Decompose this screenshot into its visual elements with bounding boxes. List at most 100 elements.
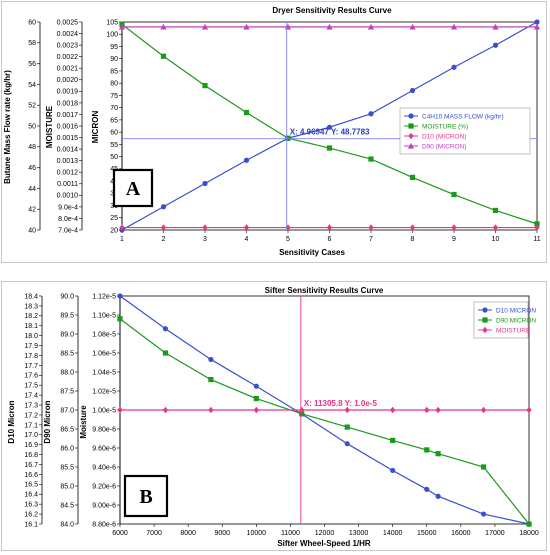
sifter-series-2-point — [390, 437, 396, 443]
sifter-y-tick-label: 89.0 — [60, 331, 74, 338]
dryer-y-tick-label: 52 — [28, 103, 36, 110]
dryer-y-tick-label: 25 — [110, 215, 118, 222]
dryer-y-tick-label: 40 — [28, 227, 36, 234]
dryer-series-2-point — [451, 191, 457, 198]
dryer-crosshair-readout: X: 4.96947 Y: 48.7783 — [290, 128, 370, 137]
sifter-y-label-moisture: Moisture — [79, 405, 88, 439]
dryer-series-2-point — [160, 53, 167, 59]
dryer-y-tick-label: 0.0024 — [57, 31, 79, 38]
sifter-x-tick-label: 11000 — [281, 530, 300, 537]
sifter-legend-swatch-marker — [482, 307, 488, 313]
dryer-y-tick-label: 0.0016 — [57, 123, 79, 130]
dryer-y-tick-label: 0.0011 — [57, 181, 78, 188]
dryer-y-tick-label: 105 — [106, 19, 118, 26]
dryer-x-tick-label: 10 — [492, 236, 500, 243]
sifter-y-tick-label: 18.4 — [24, 293, 38, 300]
dryer-series-2-point — [243, 109, 250, 116]
dryer-series-2-point — [492, 207, 499, 214]
dryer-y-tick-label: 60 — [28, 19, 36, 26]
dryer-y-tick-label: 95 — [110, 44, 118, 51]
dryer-series-4-point — [492, 23, 499, 30]
sifter-series-2-point — [480, 464, 487, 470]
sifter-series-1-point — [480, 511, 487, 517]
sifter-x-tick-label: 14000 — [383, 530, 403, 537]
sifter-series-1-point — [435, 493, 441, 499]
sifter-series-1-point — [162, 326, 169, 332]
sifter-series-1-point — [344, 441, 350, 447]
dryer-y-label-micron: MICRON — [91, 111, 100, 144]
dryer-legend-swatch-marker — [407, 142, 415, 149]
dryer-y-tick-label: 100 — [106, 32, 118, 39]
sifter-y-tick-label: 17.5 — [24, 383, 38, 390]
dryer-y-tick-label: 50 — [28, 123, 36, 130]
sifter-x-tick-label: 10000 — [247, 530, 267, 537]
dryer-y-tick-label: 54 — [28, 82, 36, 89]
dryer-legend-entry-1: C4H10 MASS FLOW (kg/hr) — [422, 113, 504, 120]
sifter-legend-swatch-marker — [482, 326, 488, 334]
dryer-series-1-point — [243, 157, 250, 163]
sifter-y-tick-label: 1.08e-5 — [92, 331, 116, 338]
sifter-y-tick-label: 17.8 — [24, 353, 38, 360]
dryer-y-tick-label: 0.0020 — [57, 77, 79, 84]
sifter-crosshair-readout: X: 11305.8 Y: 1.0e-5 — [304, 399, 378, 408]
dryer-legend-box — [399, 107, 531, 155]
sifter-x-tick-label: 18000 — [519, 530, 539, 537]
dryer-y-tick-label: 75 — [110, 93, 118, 100]
sifter-y-tick-label: 87.0 — [60, 407, 74, 414]
dryer-y-tick-label: 0.0022 — [57, 54, 79, 61]
dryer-y-tick-label: 0.0021 — [57, 66, 79, 73]
sifter-series-2-point — [424, 447, 430, 453]
sifter-y-tick-label: 1.10e-5 — [92, 312, 116, 319]
dryer-series-1-point — [326, 124, 333, 130]
sifter-x-tick-label: 13000 — [349, 530, 369, 537]
sifter-x-tick-label: 8000 — [180, 530, 196, 537]
sifter-legend-entry-1: D10 MICRON — [496, 307, 536, 314]
dryer-y-label-moisture: MOISTURE — [45, 105, 54, 148]
sifter-badge-label: B — [139, 486, 152, 508]
sifter-x-tick-label: 6000 — [112, 530, 128, 537]
dryer-y-tick-label: 56 — [28, 61, 36, 68]
dryer-series-4-point — [118, 23, 126, 30]
dryer-series-1-point — [409, 87, 416, 94]
sifter-y-tick-label: 87.5 — [60, 388, 74, 395]
sifter-y-tick-label: 18.1 — [24, 323, 38, 330]
dryer-y-tick-label: 60 — [110, 130, 118, 137]
dryer-y-tick-label: 0.0010 — [57, 193, 79, 200]
sifter-y-tick-label: 17.3 — [24, 402, 38, 409]
sifter-x-tick-label: 9000 — [214, 530, 230, 537]
dryer-y-tick-label: 0.0013 — [57, 158, 79, 165]
dryer-series-2-point — [326, 145, 333, 151]
dryer-y-tick-label: 80 — [110, 81, 118, 88]
dryer-y-tick-label: 65 — [110, 117, 118, 124]
dryer-y-tick-label: 90 — [110, 56, 118, 63]
dryer-series-3-point — [451, 224, 457, 231]
sifter-series-2-point — [299, 411, 305, 417]
sifter-chart-panel: Sifter Sensitivity Results Curve Sifter … — [1, 281, 547, 551]
sifter-y-tick-label: 1.00e-5 — [92, 407, 116, 414]
sifter-y-tick-label: 18.0 — [24, 333, 38, 340]
sifter-chart-svg: Sifter Sensitivity Results Curve Sifter … — [7, 286, 539, 548]
dryer-x-tick-label: 4 — [245, 236, 249, 243]
dryer-series-4-point — [409, 23, 416, 30]
dryer-y-label-butane: Butane Mass Flow rate (kg/hr) — [3, 70, 12, 184]
dryer-y-tick-label: 58 — [28, 40, 36, 47]
sifter-y-tick-label: 16.8 — [24, 452, 38, 459]
dryer-y-tick-label: 0.0017 — [57, 112, 79, 119]
sifter-y-tick-label: 17.6 — [24, 373, 38, 380]
sifter-x-tick-label: 15000 — [417, 530, 437, 537]
dryer-series-1-point — [368, 111, 374, 117]
sifter-series-2-point — [117, 316, 123, 322]
sifter-y-tick-label: 16.6 — [24, 472, 38, 479]
sifter-y-tick-label: 17.7 — [24, 363, 38, 370]
sifter-x-tick-label: 16000 — [451, 530, 471, 537]
dryer-y-tick-label: 42 — [28, 207, 36, 214]
dryer-series-1-point — [451, 64, 457, 70]
dryer-series-4-point — [160, 23, 167, 30]
dryer-y-tick-label: 55 — [110, 142, 118, 149]
sifter-series-2-point — [208, 377, 214, 383]
dryer-series-3-point — [534, 224, 540, 231]
sifter-y-tick-label: 1.02e-5 — [92, 388, 116, 395]
sifter-y-tick-label: 84.0 — [60, 521, 74, 528]
dryer-y-tick-label: 0.0018 — [57, 100, 79, 107]
sifter-y-tick-label: 16.7 — [24, 462, 38, 469]
